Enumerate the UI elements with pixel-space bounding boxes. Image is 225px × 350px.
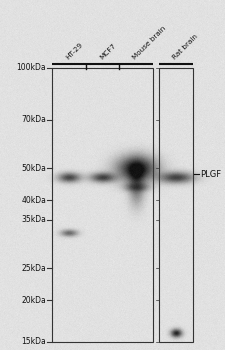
Text: PLGF: PLGF	[199, 169, 220, 178]
Text: 15kDa: 15kDa	[21, 337, 46, 346]
Text: Rat brain: Rat brain	[171, 34, 198, 61]
Text: 70kDa: 70kDa	[21, 115, 46, 124]
Text: 100kDa: 100kDa	[16, 63, 46, 72]
Text: 35kDa: 35kDa	[21, 215, 46, 224]
Text: MCF7: MCF7	[98, 43, 116, 61]
Text: HT-29: HT-29	[64, 42, 83, 61]
Text: 40kDa: 40kDa	[21, 196, 46, 205]
Text: 20kDa: 20kDa	[21, 296, 46, 305]
Bar	[158, 68, 192, 342]
Text: 25kDa: 25kDa	[21, 264, 46, 273]
Text: 50kDa: 50kDa	[21, 163, 46, 173]
Text: Mouse brain: Mouse brain	[131, 26, 167, 61]
Bar	[52, 68, 152, 342]
